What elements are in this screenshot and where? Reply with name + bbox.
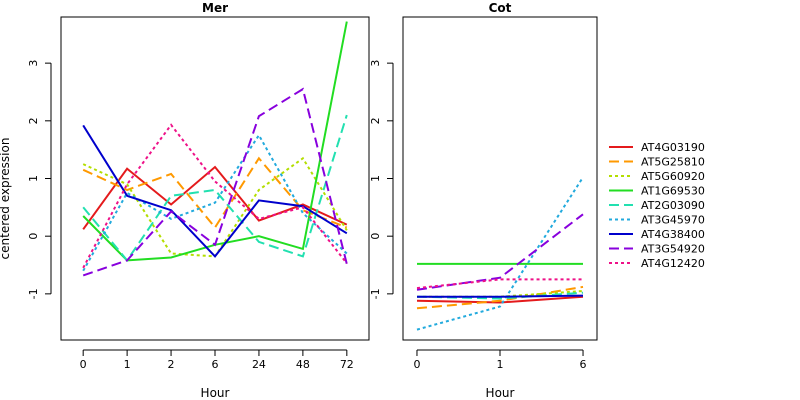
series-line-at5g25810-mer [82, 156, 348, 230]
series-line-at4g38400-cot [417, 294, 584, 298]
x-tick-label: 24 [252, 358, 266, 371]
x-tick-label: 0 [80, 358, 87, 371]
y-tick-label: -1 [27, 288, 40, 299]
y-axis-title: centered expression [0, 138, 12, 260]
series-line-at3g45970-cot [416, 176, 584, 331]
plot-frame-mer [60, 16, 370, 341]
series-line-at4g03190-cot [416, 295, 584, 304]
y-tick-label: -1 [369, 288, 382, 299]
x-axis-title: Hour [201, 386, 230, 400]
legend-label-at1g69530: AT1G69530 [641, 185, 705, 198]
legend-label-at4g12420: AT4G12420 [641, 257, 705, 270]
x-tick-label: 0 [413, 358, 420, 371]
series-line-at5g25810-cot [416, 285, 584, 310]
y-tick-label: 2 [27, 117, 40, 124]
x-tick-label: 6 [212, 358, 219, 371]
series-line-at5g60920-cot [417, 290, 584, 298]
panel-title: Mer [202, 1, 228, 15]
y-tick-label: 3 [369, 60, 382, 67]
legend-label-at4g03190: AT4G03190 [641, 141, 705, 154]
y-tick-label: 3 [27, 60, 40, 67]
series-line-at3g54920-cot [416, 213, 584, 291]
series-line-at2g03090-cot [416, 291, 584, 300]
x-axis-title: Hour [486, 386, 515, 400]
plot-frame-cot [402, 16, 598, 341]
x-tick-label: 1 [497, 358, 504, 371]
y-tick-label: 1 [369, 175, 382, 182]
legend-label-at3g45970: AT3G45970 [641, 214, 705, 227]
series-line-at4g12420-mer [82, 123, 348, 269]
x-tick-label: 2 [168, 358, 175, 371]
series-line-at3g45970-mer [82, 133, 348, 272]
x-tick-label: 1 [124, 358, 131, 371]
y-tick-label: 1 [27, 175, 40, 182]
series-line-at4g38400-mer [82, 124, 348, 258]
legend-label-at4g38400: AT4G38400 [641, 228, 705, 241]
y-tick-label: 0 [369, 233, 382, 240]
legend-label-at3g54920: AT3G54920 [641, 243, 705, 256]
y-tick-label: 2 [369, 117, 382, 124]
series-line-at3g54920-mer [82, 87, 348, 277]
legend-label-at5g60920: AT5G60920 [641, 170, 705, 183]
series-line-at4g03190-mer [82, 165, 348, 230]
panel-title: Cot [489, 1, 512, 15]
series-line-at1g69530-mer [82, 21, 348, 262]
y-tick-label: 0 [27, 233, 40, 240]
x-tick-label: 6 [580, 358, 587, 371]
series-line-at4g12420-cot [416, 278, 583, 290]
x-tick-label: 48 [296, 358, 310, 371]
legend-label-at2g03090: AT2G03090 [641, 199, 705, 212]
legend-label-at5g25810: AT5G25810 [641, 156, 705, 169]
x-tick-label: 72 [340, 358, 354, 371]
